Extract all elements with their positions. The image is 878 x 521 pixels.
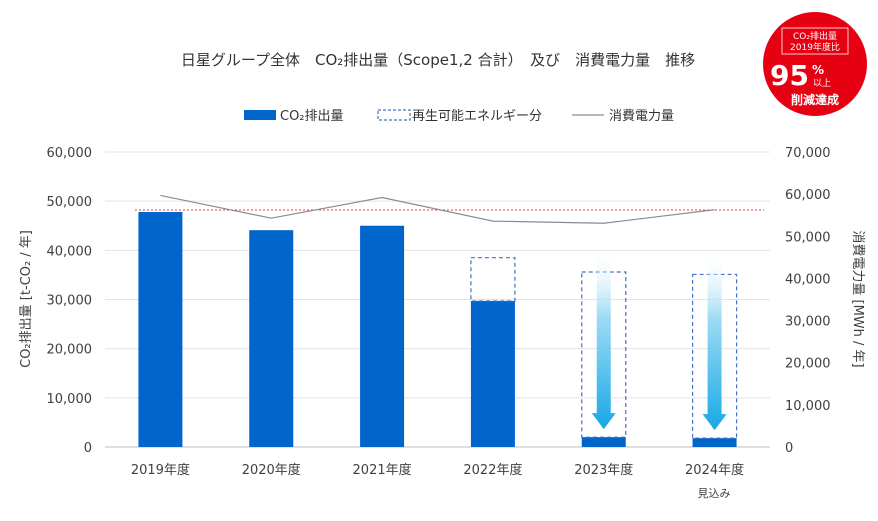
x-tick-label: 2021年度 xyxy=(353,462,412,478)
x-tick-label: 2023年度 xyxy=(574,462,633,478)
x-tick-label: 2020年度 xyxy=(242,462,301,478)
left-tick-label: 20,000 xyxy=(47,343,93,358)
renewable-bar xyxy=(470,257,516,302)
x-tick-label: 2022年度 xyxy=(463,462,522,478)
x-tick-label: 2019年度 xyxy=(131,462,190,478)
bars xyxy=(138,211,737,447)
co2-bar xyxy=(249,230,294,447)
co2-bar xyxy=(470,300,515,447)
reduction-badge: CO₂排出量 2019年度比 95 % 以上 削減達成 xyxy=(763,12,867,116)
x-axis-labels: 2019年度 2020年度 2021年度 2022年度 2023年度 2024年度 xyxy=(131,462,744,478)
badge-suffix: 以上 xyxy=(813,78,831,89)
legend-swatch-renewable xyxy=(377,109,411,121)
left-tick-label: 10,000 xyxy=(47,392,93,407)
right-tick-label: 30,000 xyxy=(785,315,831,330)
power-line xyxy=(160,194,715,224)
y-axis-label-right: 消費電力量 [MWh / 年] xyxy=(850,230,865,367)
badge-inner-box xyxy=(781,27,849,55)
down-arrow-icon xyxy=(591,253,616,430)
right-tick-label: 70,000 xyxy=(785,146,831,161)
right-tick-label: 0 xyxy=(785,441,793,456)
right-tick-label: 10,000 xyxy=(785,399,831,414)
x-tick-label: 2024年度 xyxy=(685,462,744,478)
legend-label-co2: CO₂排出量 xyxy=(280,109,344,124)
badge-percent-unit: % xyxy=(812,63,824,77)
legend: CO₂排出量 再生可能エネルギー分 消費電力量 xyxy=(244,109,674,124)
badge-circle xyxy=(763,12,867,116)
y-axis-label-left: CO₂排出量 [t-CO₂ / 年] xyxy=(19,230,34,368)
right-axis-ticks: 0 10,000 20,000 30,000 40,000 50,000 60,000 70,… xyxy=(785,146,831,456)
co2-bar xyxy=(692,438,737,447)
left-tick-label: 50,000 xyxy=(47,195,93,210)
co2-bar xyxy=(581,437,626,447)
co2-bar xyxy=(360,225,405,447)
right-tick-label: 20,000 xyxy=(785,357,831,372)
left-tick-label: 40,000 xyxy=(47,244,93,259)
category-note: 見込み xyxy=(698,487,731,500)
left-tick-label: 30,000 xyxy=(47,294,93,309)
right-tick-label: 60,000 xyxy=(785,188,831,203)
badge-percent: 95 xyxy=(770,59,809,92)
legend-swatch-co2 xyxy=(244,110,276,120)
badge-line1: CO₂排出量 xyxy=(793,30,837,42)
reduction-arrows xyxy=(591,253,727,431)
badge-line2: 2019年度比 xyxy=(790,41,840,53)
left-axis-ticks: 0 10,000 20,000 30,000 40,000 50,000 60,000 xyxy=(47,146,93,456)
right-tick-label: 50,000 xyxy=(785,230,831,245)
left-tick-label: 60,000 xyxy=(47,146,93,161)
legend-label-renewable: 再生可能エネルギー分 xyxy=(412,109,542,124)
down-arrow-icon xyxy=(702,256,727,431)
gridlines xyxy=(105,151,770,448)
badge-line3: 削減達成 xyxy=(791,92,839,107)
left-tick-label: 0 xyxy=(84,441,92,456)
co2-bar xyxy=(138,211,183,447)
chart-title: 日星グループ全体 CO₂排出量（Scope1,2 合計） 及び 消費電力量 推移 xyxy=(181,51,695,69)
right-tick-label: 40,000 xyxy=(785,272,831,287)
legend-label-power: 消費電力量 xyxy=(609,109,674,124)
